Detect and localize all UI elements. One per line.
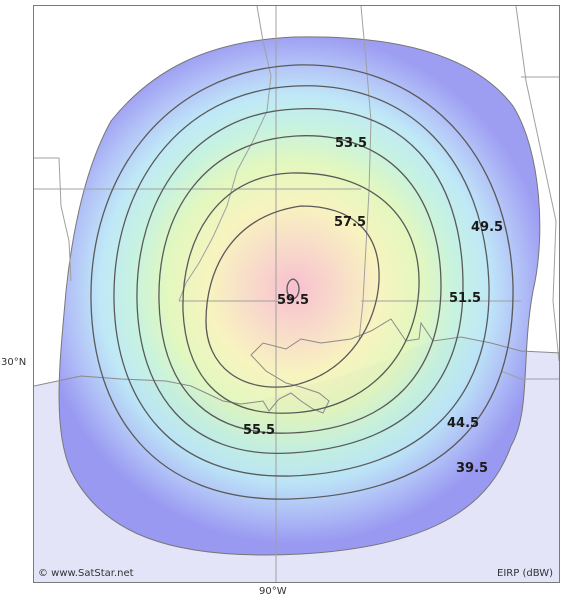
contour-49-5 bbox=[113, 85, 490, 477]
longitude-label: 90°W bbox=[259, 586, 287, 597]
contour-57-5 bbox=[205, 205, 380, 388]
contour-label-49-5: 49.5 bbox=[471, 220, 503, 235]
contour-label-57-5: 57.5 bbox=[334, 215, 366, 230]
contour-label-59-5: 59.5 bbox=[277, 293, 309, 308]
latitude-label: 30°N bbox=[1, 357, 27, 368]
units-label: EIRP (dBW) bbox=[497, 568, 553, 579]
coverage-map[interactable]: 59.5 57.5 55.5 53.5 51.5 49.5 44.5 39.5 … bbox=[33, 5, 560, 583]
copyright-text: © www.SatStar.net bbox=[38, 568, 134, 579]
contour-label-51-5: 51.5 bbox=[449, 291, 481, 306]
eirp-contours bbox=[90, 64, 514, 500]
contour-label-53-5: 53.5 bbox=[335, 136, 367, 151]
contour-53-5 bbox=[158, 135, 442, 434]
map-canvas: 59.5 57.5 55.5 53.5 51.5 49.5 44.5 39.5 bbox=[34, 6, 559, 582]
contour-44-5 bbox=[90, 64, 514, 500]
contour-label-39-5: 39.5 bbox=[456, 461, 488, 476]
contour-label-55-5: 55.5 bbox=[243, 423, 275, 438]
contour-59-5 bbox=[286, 278, 300, 300]
contour-label-44-5: 44.5 bbox=[447, 416, 479, 431]
contour-labels: 59.5 57.5 55.5 53.5 51.5 49.5 44.5 39.5 bbox=[243, 136, 503, 476]
contour-55-5 bbox=[182, 172, 420, 414]
contour-51-5 bbox=[136, 108, 464, 454]
